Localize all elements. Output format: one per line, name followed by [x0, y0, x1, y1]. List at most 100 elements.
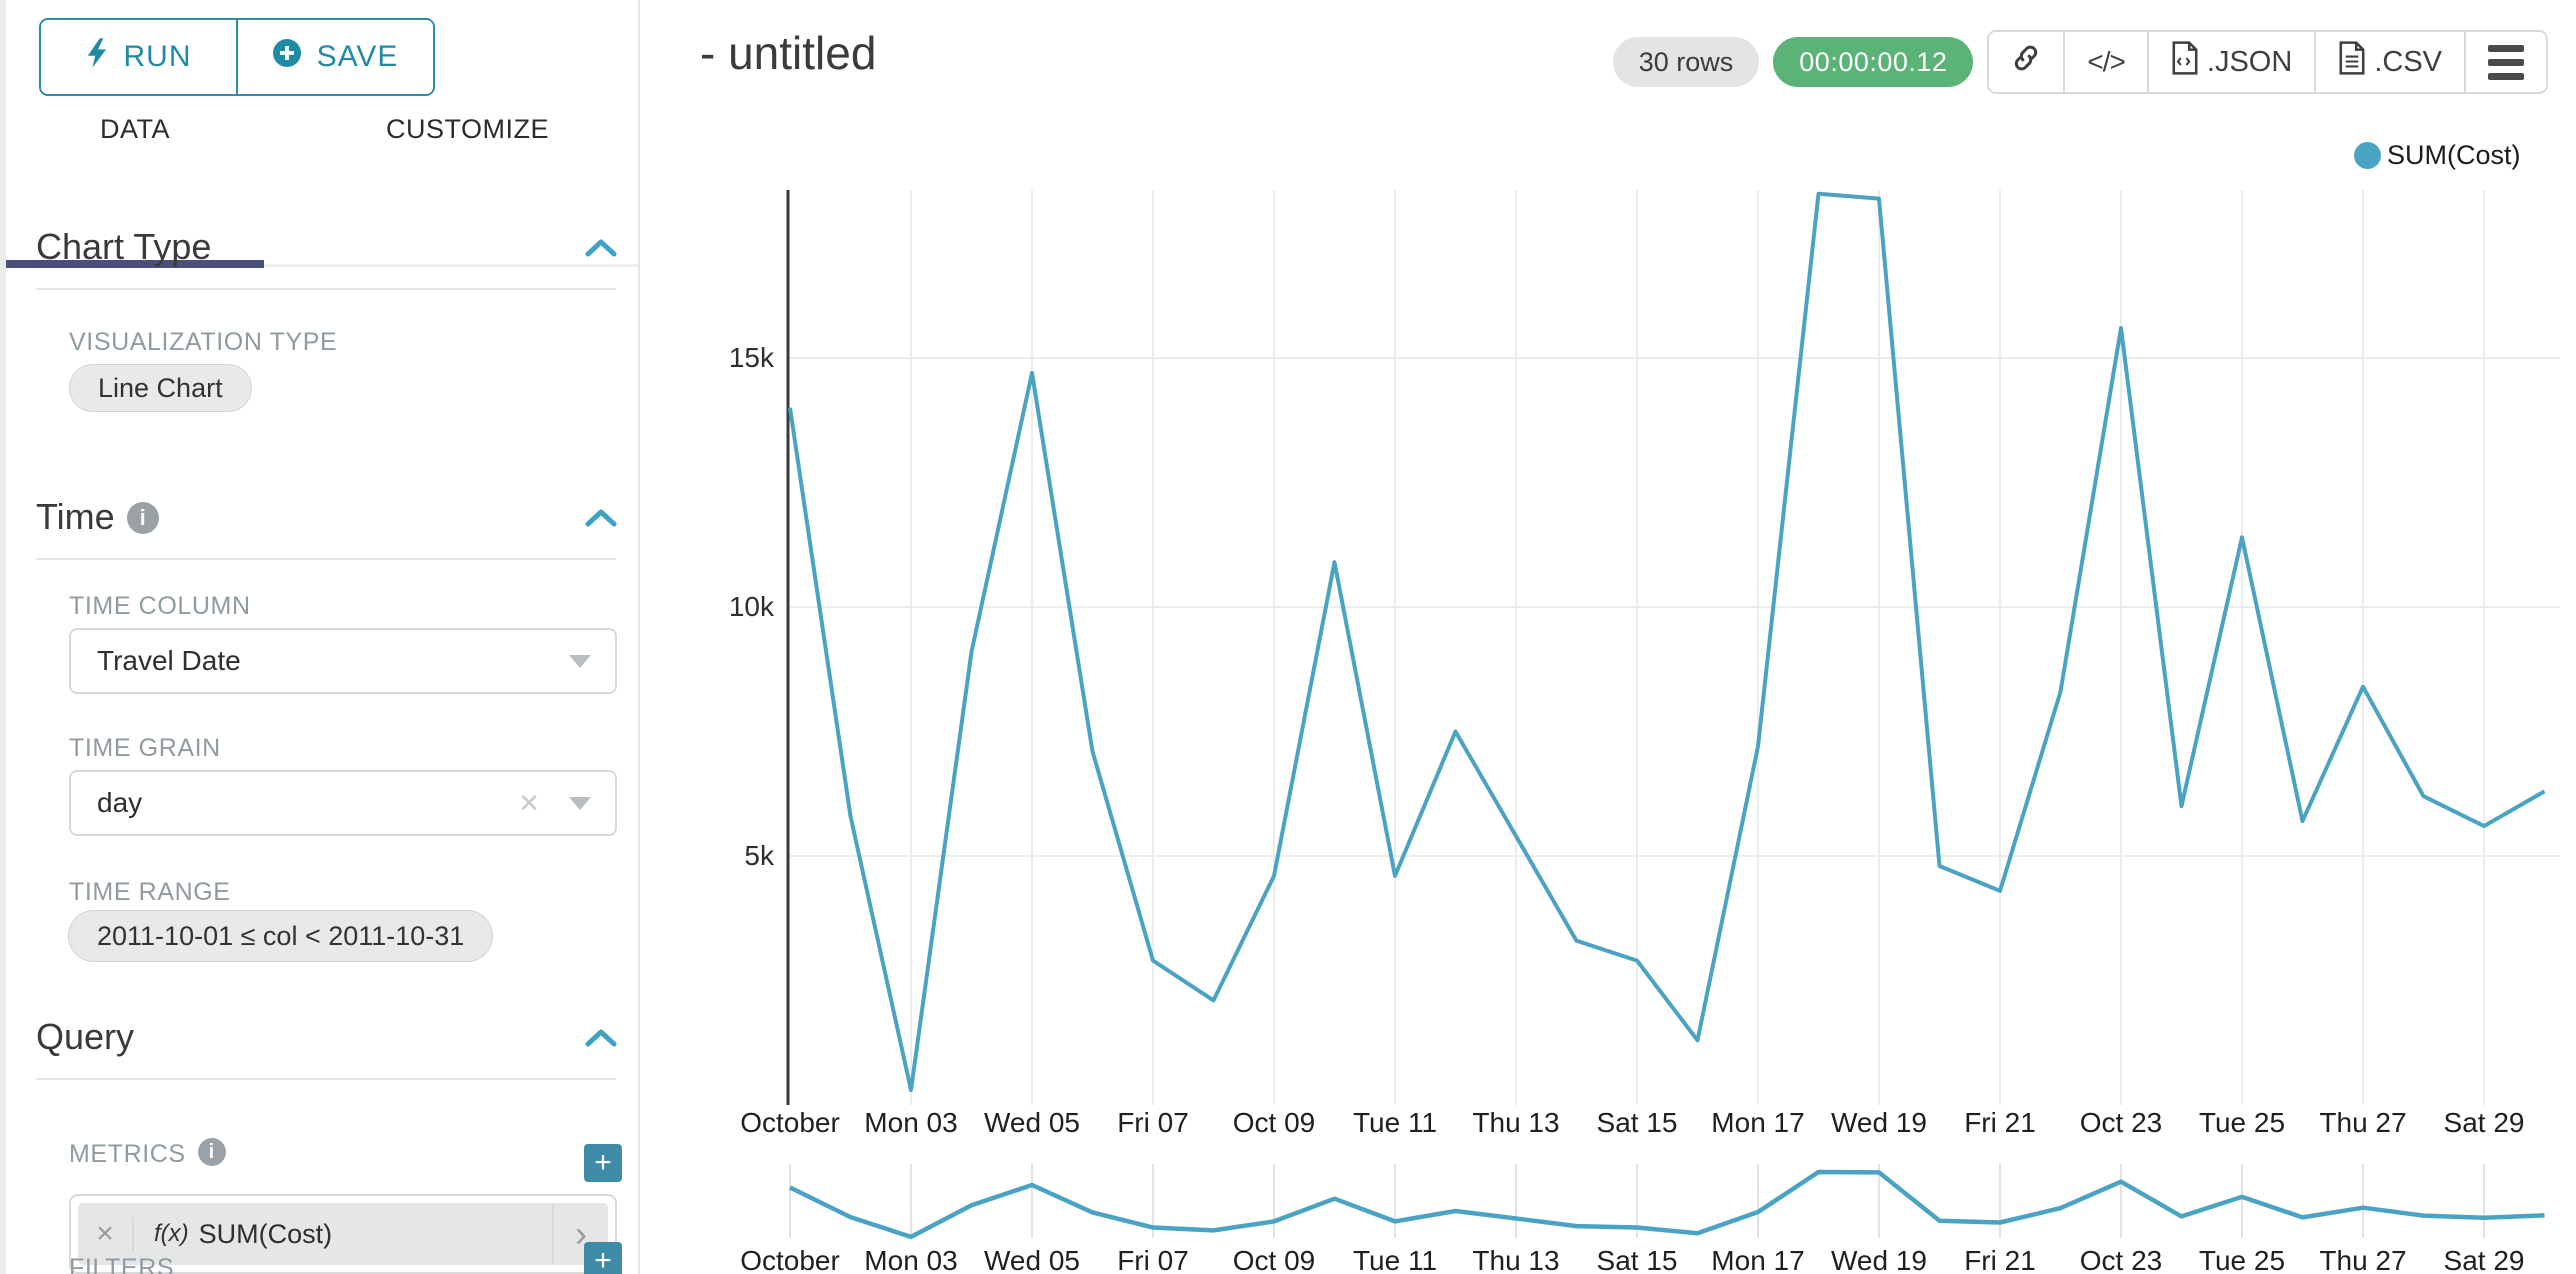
svg-text:October: October — [740, 1107, 840, 1138]
svg-text:Tue 25: Tue 25 — [2199, 1245, 2285, 1274]
tab-data[interactable]: DATA — [99, 114, 170, 144]
plus-circle-icon — [272, 39, 301, 75]
range-brush-chart[interactable]: October Mon 03 Wed 05 Fri 07 Oct 09 Tue 11 Thu… — [740, 1164, 2545, 1274]
file-text-icon — [2338, 41, 2366, 83]
export-json-button[interactable]: .JSON — [2148, 32, 2317, 92]
run-save-button-group: RUN SAVE — [39, 18, 435, 96]
legend-dot — [2354, 142, 2381, 169]
svg-text:Mon 17: Mon 17 — [1711, 1107, 1804, 1138]
menu-button[interactable] — [2466, 32, 2546, 92]
export-json-label: .JSON — [2206, 45, 2293, 78]
svg-text:Wed 19: Wed 19 — [1831, 1245, 1927, 1274]
svg-text:Sat 15: Sat 15 — [1597, 1245, 1678, 1274]
time-grain-value: day — [97, 787, 143, 818]
metrics-label: METRICS i — [69, 1138, 226, 1169]
section-title-query: Query — [36, 1016, 135, 1057]
export-csv-button[interactable]: .CSV — [2316, 32, 2466, 92]
viz-type-label: VISUALIZATION TYPE — [69, 328, 338, 356]
y-gridlines: 5k 10k 15k — [729, 342, 2560, 871]
save-button-label: SAVE — [316, 40, 399, 73]
time-column-select[interactable]: Travel Date — [69, 628, 617, 694]
svg-text:Tue 11: Tue 11 — [1353, 1107, 1437, 1138]
svg-text:Thu 27: Thu 27 — [2319, 1107, 2406, 1138]
section-divider — [36, 1078, 616, 1080]
time-grain-select[interactable]: day × — [69, 770, 617, 836]
save-button[interactable]: SAVE — [238, 20, 433, 94]
svg-text:Tue 25: Tue 25 — [2199, 1107, 2285, 1138]
metric-chip[interactable]: × f(x) SUM(Cost) › — [78, 1203, 608, 1265]
add-filter-button[interactable]: + — [584, 1242, 622, 1274]
run-button-label: RUN — [123, 40, 192, 73]
section-divider — [36, 288, 616, 290]
link-icon — [2011, 43, 2041, 81]
hamburger-icon — [2488, 44, 2524, 80]
filters-label: FILTERS — [69, 1254, 175, 1274]
code-icon: </> — [2087, 46, 2125, 77]
metric-name: SUM(Cost) — [198, 1218, 333, 1249]
svg-text:Fri 07: Fri 07 — [1117, 1107, 1189, 1138]
info-icon[interactable]: i — [126, 502, 159, 534]
chart-panel: - untitled 30 rows 00:00:00.12 </> — [648, 0, 2576, 1274]
chart-header-actions: 30 rows 00:00:00.12 </> — [1612, 30, 2548, 94]
svg-text:Sat 29: Sat 29 — [2444, 1245, 2525, 1274]
svg-text:Oct 23: Oct 23 — [2080, 1245, 2162, 1274]
svg-text:October: October — [740, 1245, 840, 1274]
run-button[interactable]: RUN — [41, 20, 238, 94]
svg-text:Oct 09: Oct 09 — [1233, 1107, 1315, 1138]
time-column-value: Travel Date — [97, 645, 241, 676]
svg-text:Wed 19: Wed 19 — [1831, 1107, 1927, 1138]
chart-title[interactable]: - untitled — [700, 27, 877, 79]
section-title-chart-type: Chart Type — [36, 226, 212, 267]
time-range-label: TIME RANGE — [69, 878, 231, 906]
svg-text:Mon 17: Mon 17 — [1711, 1245, 1804, 1274]
caret-down-icon — [569, 654, 591, 668]
info-icon[interactable]: i — [197, 1138, 226, 1166]
export-csv-label: .CSV — [2374, 45, 2442, 78]
svg-text:5k: 5k — [744, 840, 775, 871]
mini-cost-line — [789, 1169, 2545, 1240]
query-timer-badge: 00:00:00.12 — [1773, 37, 1974, 87]
tab-customize[interactable]: CUSTOMIZE — [386, 114, 550, 144]
svg-text:Fri 21: Fri 21 — [1964, 1107, 2036, 1138]
metrics-container: × f(x) SUM(Cost) › — [69, 1194, 617, 1274]
svg-text:Thu 27: Thu 27 — [2319, 1245, 2406, 1274]
chevron-up-icon[interactable] — [584, 506, 618, 530]
section-divider — [36, 558, 616, 560]
lightning-icon — [86, 38, 108, 76]
viz-type-pill[interactable]: Line Chart — [69, 364, 252, 412]
time-grain-label: TIME GRAIN — [69, 734, 221, 762]
row-count-badge: 30 rows — [1612, 37, 1760, 87]
add-metric-button[interactable]: + — [584, 1144, 622, 1182]
time-range-pill[interactable]: 2011-10-01 ≤ col < 2011-10-31 — [68, 910, 494, 962]
remove-metric-icon[interactable]: × — [78, 1217, 134, 1251]
function-icon: f(x) — [154, 1220, 189, 1247]
svg-text:Mon 03: Mon 03 — [864, 1107, 957, 1138]
svg-text:Thu 13: Thu 13 — [1472, 1245, 1559, 1274]
legend-item[interactable]: SUM(Cost) — [2354, 140, 2521, 171]
panel-tabs: DATA CUSTOMIZE — [6, 108, 638, 268]
time-column-label: TIME COLUMN — [69, 592, 251, 620]
chevron-up-icon[interactable] — [584, 236, 618, 260]
metrics-label-text: METRICS — [69, 1140, 186, 1168]
tabs-divider — [6, 264, 638, 267]
active-tab-indicator — [6, 260, 264, 268]
svg-text:Wed 05: Wed 05 — [984, 1245, 1080, 1274]
short-link-button[interactable] — [1989, 32, 2066, 92]
cost-line — [788, 191, 2546, 1093]
svg-text:Sat 29: Sat 29 — [2444, 1107, 2525, 1138]
svg-text:Fri 07: Fri 07 — [1117, 1245, 1189, 1274]
export-button-group: </> .JSON — [1987, 30, 2548, 94]
svg-text:Sat 15: Sat 15 — [1597, 1107, 1678, 1138]
svg-text:Thu 13: Thu 13 — [1472, 1107, 1559, 1138]
svg-text:Mon 03: Mon 03 — [864, 1245, 957, 1274]
x-axis-labels: October Mon 03 Wed 05 Fri 07 Oct 09 Tue 11 Thu… — [740, 1107, 2524, 1138]
view-query-button[interactable]: </> — [2065, 32, 2149, 92]
svg-text:Oct 23: Oct 23 — [2080, 1107, 2162, 1138]
clear-icon[interactable]: × — [519, 784, 539, 822]
svg-text:Tue 11: Tue 11 — [1353, 1245, 1437, 1274]
x-gridlines — [910, 190, 2485, 1105]
time-section-label: Time — [36, 496, 115, 537]
svg-text:10k: 10k — [729, 591, 775, 622]
chevron-up-icon[interactable] — [584, 1026, 618, 1050]
